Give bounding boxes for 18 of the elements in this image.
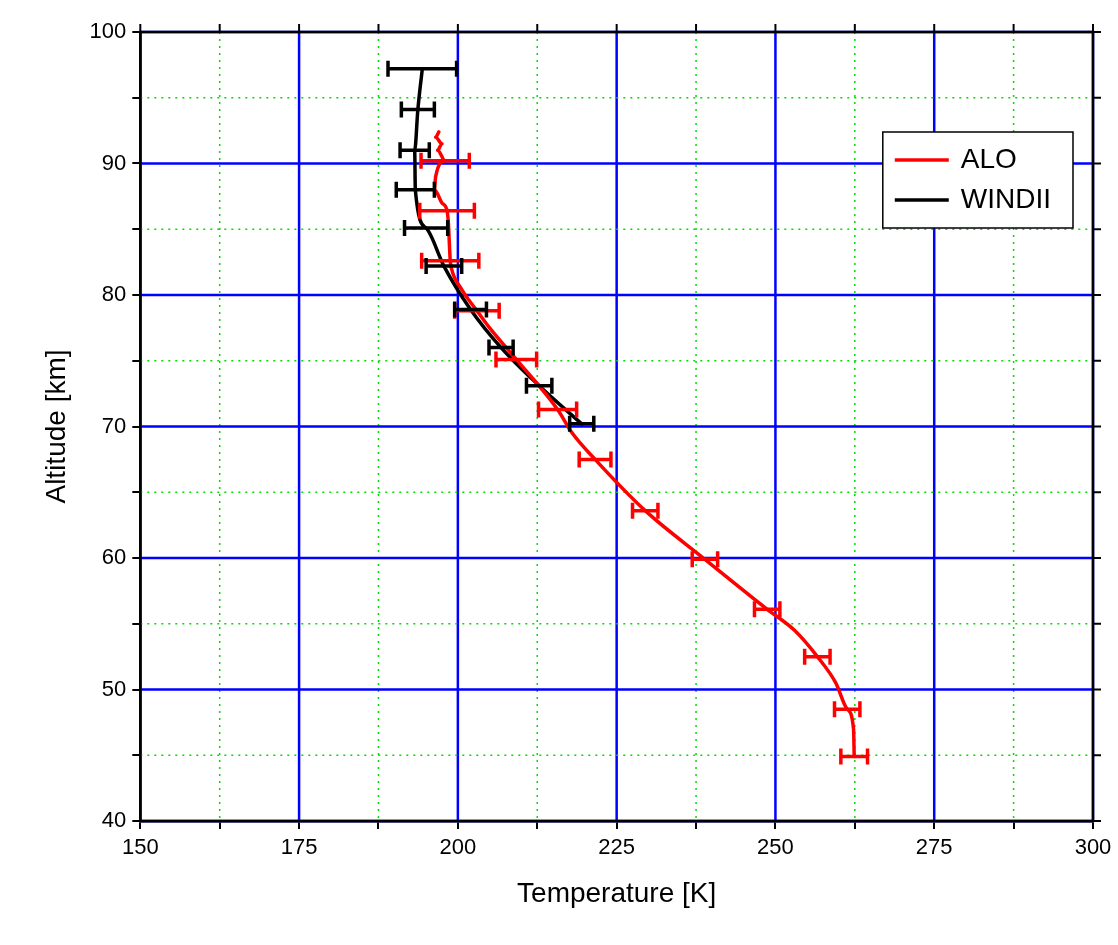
- legend-label: ALO: [960, 142, 1017, 174]
- x-tick-label: 175: [280, 834, 318, 860]
- x-tick-label: 225: [598, 834, 636, 860]
- x-tick-label: 250: [757, 834, 794, 860]
- y-axis-title: Altitude [km]: [39, 349, 71, 504]
- x-tick-label: 200: [439, 834, 477, 860]
- y-tick-label: 70: [101, 412, 127, 438]
- y-tick-label: 60: [101, 544, 127, 570]
- y-tick-label: 90: [101, 149, 127, 175]
- legend-label: WINDII: [960, 182, 1052, 214]
- y-tick-label: 80: [101, 281, 127, 307]
- x-axis-title: Temperature [K]: [517, 876, 717, 908]
- y-tick-label: 50: [101, 675, 127, 701]
- x-tick-label: 150: [121, 834, 159, 860]
- y-tick-label: 40: [101, 807, 127, 833]
- y-tick-label: 100: [89, 18, 127, 44]
- x-tick-label: 300: [1074, 834, 1112, 860]
- x-tick-label: 275: [915, 834, 953, 860]
